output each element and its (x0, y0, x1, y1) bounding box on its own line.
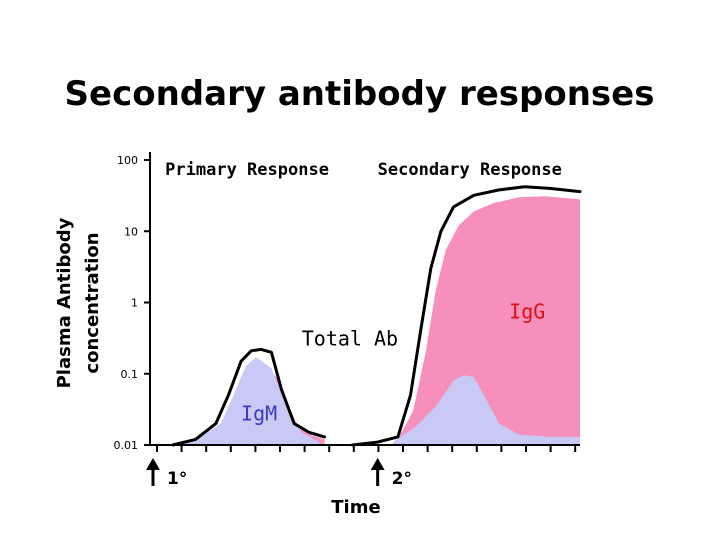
total-ab-line-2 (350, 185, 582, 447)
igm-area-2 (392, 375, 580, 445)
y-tick-label: 100 (117, 154, 138, 167)
secondary-response-label: Secondary Response (378, 160, 562, 180)
secondary-marker-label: 2° (392, 469, 412, 489)
marker-arrow-head (370, 458, 385, 470)
total-ab-line-1 (171, 347, 326, 447)
igm-area-1 (172, 357, 320, 445)
page-title: Secondary antibody responses (64, 74, 655, 114)
y-tick-label: 10 (124, 225, 138, 238)
y-tick-label: 0.1 (121, 368, 139, 381)
y-axis-title-line2: concentration (82, 232, 103, 373)
igm-label: IgM (241, 402, 277, 426)
igg-area-2 (397, 196, 580, 445)
x-axis-title: Time (331, 497, 380, 518)
igg-label: IgG (509, 299, 545, 323)
y-tick-label: 0.01 (114, 439, 139, 452)
primary-marker-label: 1° (167, 469, 187, 489)
primary-response-label: Primary Response (165, 160, 329, 180)
marker-arrow-head (146, 458, 160, 470)
y-tick-label: 1 (131, 297, 138, 310)
y-axis-title-line1: Plasma Antibody (54, 217, 75, 388)
total-ab-label: Total Ab (302, 326, 398, 350)
